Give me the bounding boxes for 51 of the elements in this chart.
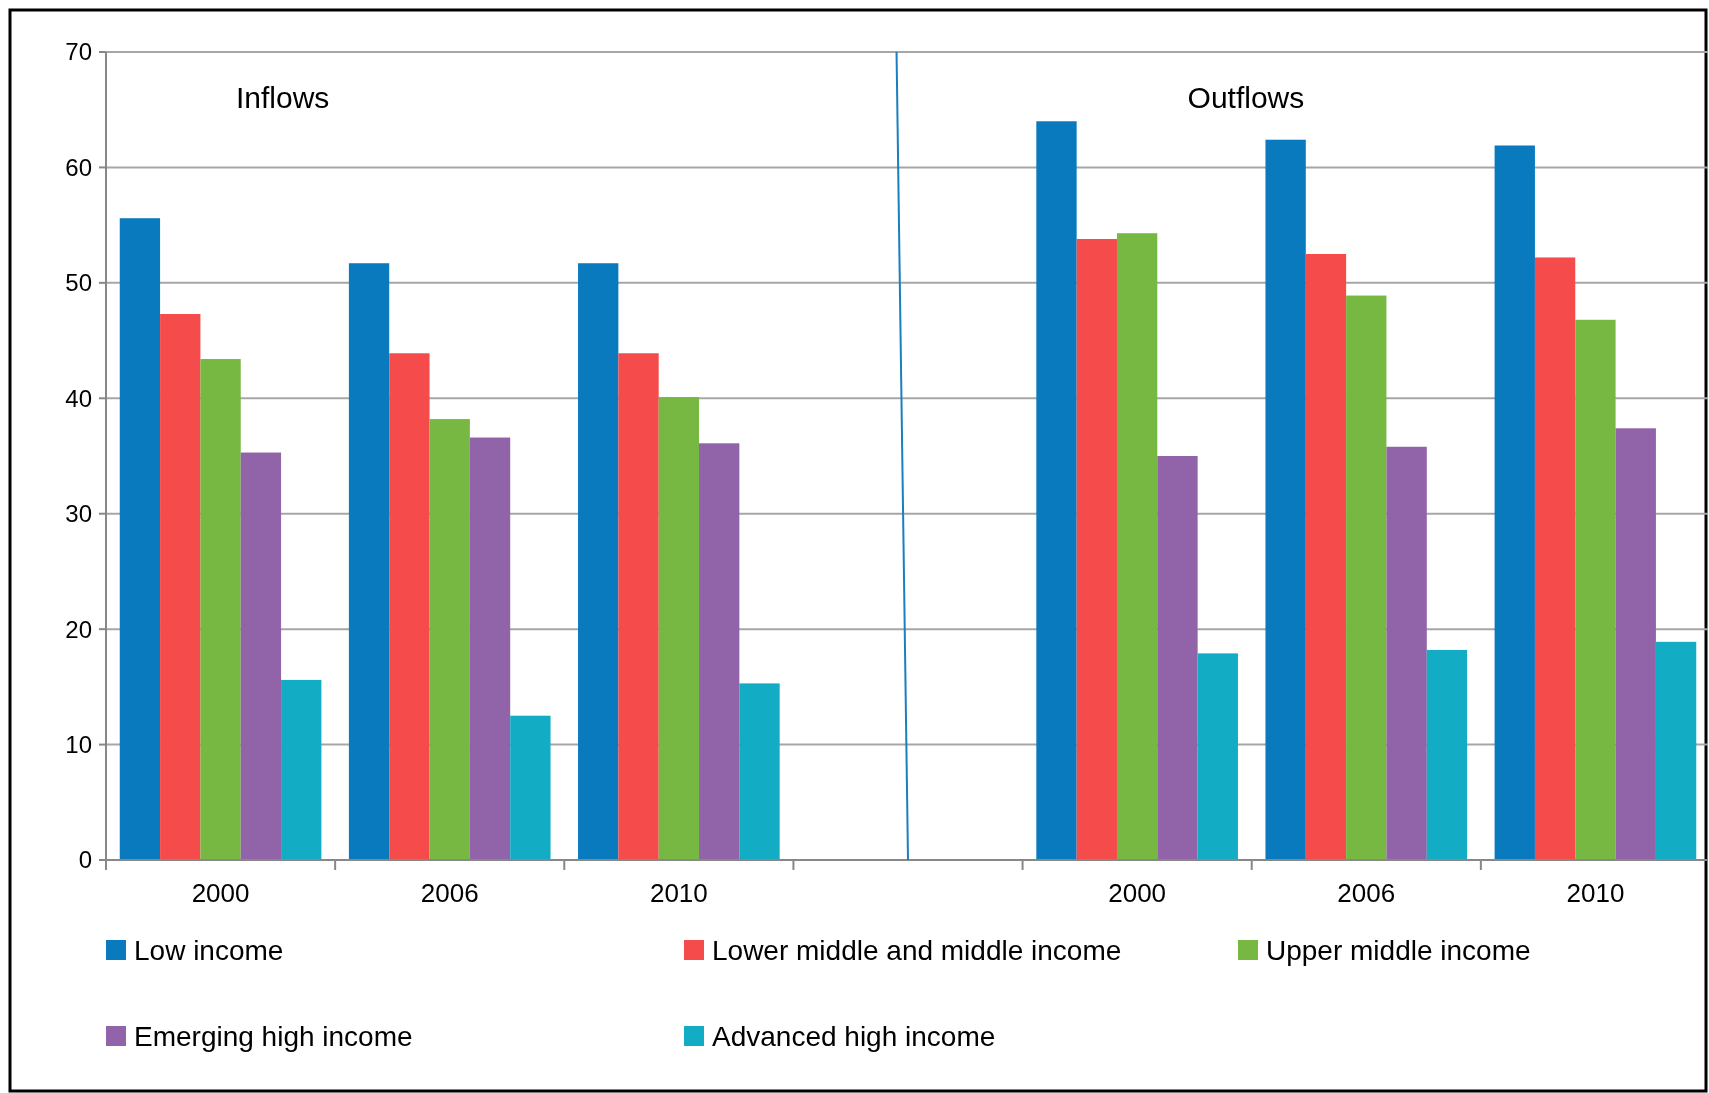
x-tick-label: 2000 [191, 878, 250, 908]
bar [578, 263, 619, 860]
bar [160, 314, 201, 860]
y-tick-label: 30 [65, 500, 92, 528]
bar [699, 443, 740, 860]
bar [281, 679, 322, 860]
annotation: Outflows [1187, 81, 1305, 114]
bar [1534, 257, 1576, 860]
bar [240, 452, 282, 860]
bar [1426, 649, 1468, 860]
bar [1305, 254, 1347, 860]
y-tick-label: 0 [78, 846, 92, 874]
bar [1346, 295, 1387, 860]
x-tick-label: 2000 [1108, 878, 1167, 908]
legend-label: Lower middle and middle income [712, 934, 1122, 966]
x-tick-label: 2006 [1337, 878, 1396, 908]
bar [1265, 139, 1306, 860]
bar [510, 715, 551, 860]
bar [119, 218, 161, 860]
bar [1494, 145, 1535, 860]
bar [1386, 446, 1427, 860]
bar [618, 353, 659, 860]
bar [1036, 121, 1077, 860]
bar [1575, 319, 1616, 860]
y-tick-label: 70 [65, 38, 92, 66]
y-tick-label: 50 [65, 269, 92, 297]
legend-label: Emerging high income [134, 1020, 413, 1052]
bar [658, 397, 700, 860]
legend-label: Upper middle income [1266, 934, 1531, 966]
bar [389, 353, 430, 860]
y-tick-label: 40 [65, 384, 92, 412]
bar [200, 359, 241, 860]
x-tick-label: 2010 [1566, 878, 1625, 908]
bar [1615, 428, 1656, 860]
y-tick-label: 10 [65, 730, 92, 758]
bar [739, 683, 780, 860]
bar [1197, 653, 1238, 860]
x-tick-label: 2010 [649, 878, 708, 908]
annotation: Inflows [236, 81, 330, 114]
bar [1116, 233, 1158, 860]
bar [469, 437, 511, 860]
y-tick-label: 20 [65, 615, 92, 643]
bar [1655, 641, 1697, 860]
legend-label: Low income [134, 934, 284, 966]
bar [348, 263, 390, 860]
bar [1076, 238, 1117, 860]
bar [429, 419, 470, 860]
bar [1157, 456, 1198, 860]
legend-label: Advanced high income [712, 1020, 996, 1052]
y-tick-label: 60 [65, 153, 92, 181]
x-tick-label: 2006 [420, 878, 479, 908]
